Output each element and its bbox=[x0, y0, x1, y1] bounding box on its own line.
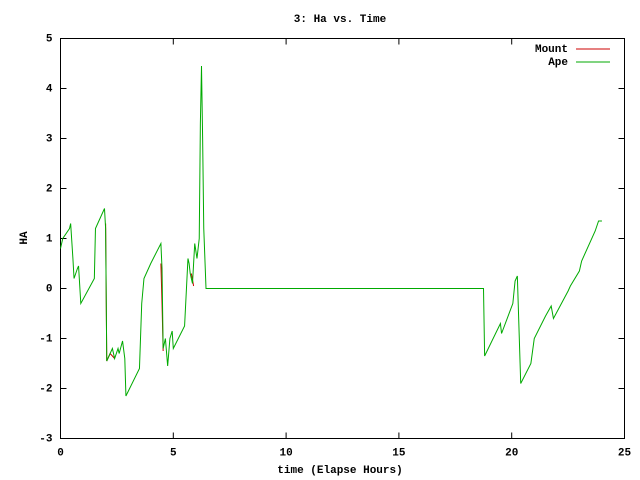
y-tick-label: 0 bbox=[46, 283, 53, 295]
y-tick-label: 1 bbox=[46, 233, 53, 245]
legend-label: Ape bbox=[548, 57, 568, 69]
chart-title: 3: Ha vs. Time bbox=[294, 14, 387, 26]
y-tick-label: -1 bbox=[39, 333, 53, 345]
series-line bbox=[60, 65, 602, 397]
x-axis-label: time (Elapse Hours) bbox=[277, 465, 402, 477]
y-tick-label: 4 bbox=[46, 83, 53, 95]
x-tick-label: 15 bbox=[392, 447, 406, 459]
series-line bbox=[105, 223, 195, 362]
x-tick-label: 5 bbox=[170, 447, 177, 459]
x-tick-label: 0 bbox=[57, 447, 64, 459]
y-tick-label: -3 bbox=[39, 433, 53, 445]
y-tick-label: 2 bbox=[46, 183, 53, 195]
x-tick-label: 25 bbox=[618, 447, 632, 459]
legend-label: Mount bbox=[535, 44, 568, 56]
y-tick-label: 3 bbox=[46, 133, 53, 145]
x-tick-label: 20 bbox=[505, 447, 518, 459]
y-axis-label: HA bbox=[19, 231, 31, 245]
y-tick-label: 5 bbox=[46, 33, 53, 45]
x-tick-label: 10 bbox=[279, 447, 292, 459]
plot-frame bbox=[60, 38, 625, 439]
y-tick-label: -2 bbox=[39, 383, 52, 395]
